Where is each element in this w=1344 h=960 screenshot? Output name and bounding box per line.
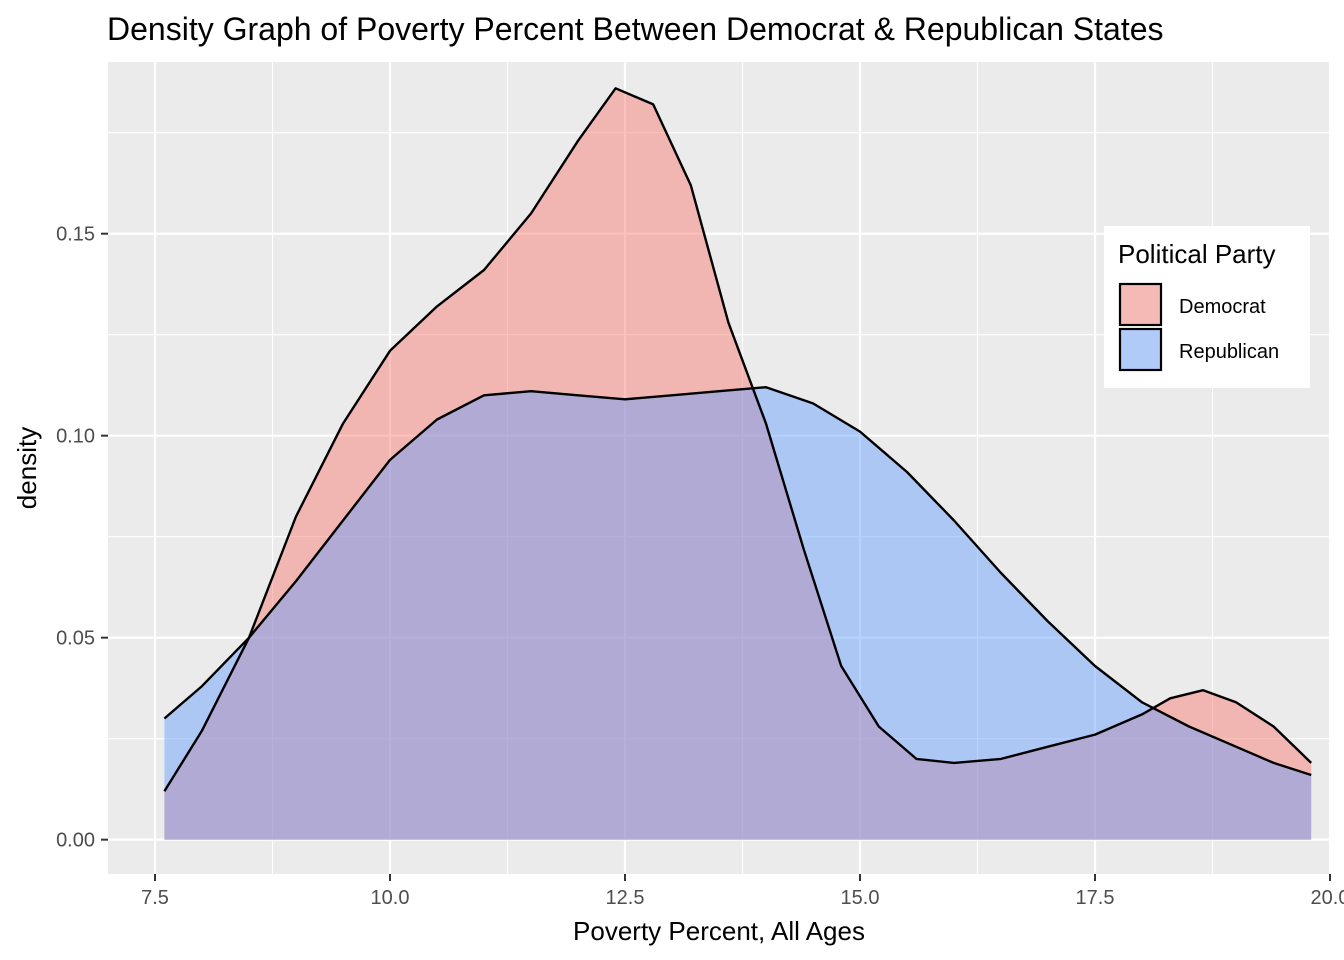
x-tick-label: 17.5: [1076, 887, 1115, 909]
density-areas: [163, 87, 1313, 840]
republican-density-line: [163, 386, 1312, 777]
y-tick-label: 0.15: [56, 224, 95, 246]
democrat-density-line: [163, 87, 1313, 792]
x-tick-label: 7.5: [141, 887, 169, 909]
x-tick-label: 10.0: [371, 887, 410, 909]
y-tick-label: 0.10: [56, 426, 95, 448]
legend-title: Political Party: [1118, 239, 1276, 269]
y-tick-label: 0.05: [56, 628, 95, 650]
legend-key-republican: [1118, 327, 1163, 372]
y-axis-title: density: [12, 427, 42, 509]
legend-label-republican: Republican: [1179, 341, 1279, 363]
republican-density-area: [164, 387, 1312, 840]
grid-minor: [108, 62, 1330, 874]
x-axis-title: Poverty Percent, All Ages: [573, 916, 865, 946]
legend-key-bg: [1119, 328, 1162, 371]
x-axis-ticks: 7.5 10.0 12.5 15.0 17.5 20.0: [141, 874, 1344, 909]
legend-key-democrat: [1118, 282, 1163, 327]
x-tick-label: 20.0: [1311, 887, 1344, 909]
democrat-density-area: [164, 88, 1312, 840]
y-tick-label: 0.00: [56, 830, 95, 852]
chart-title: Density Graph of Poverty Percent Between…: [107, 11, 1164, 47]
legend: Political Party Democrat Republican: [1104, 226, 1310, 388]
y-axis-ticks: 0.00 0.05 0.10 0.15: [56, 224, 108, 852]
x-tick-label: 12.5: [606, 887, 645, 909]
legend-label-democrat: Democrat: [1179, 296, 1266, 318]
legend-key-bg: [1119, 283, 1162, 326]
x-tick-label: 15.0: [841, 887, 880, 909]
